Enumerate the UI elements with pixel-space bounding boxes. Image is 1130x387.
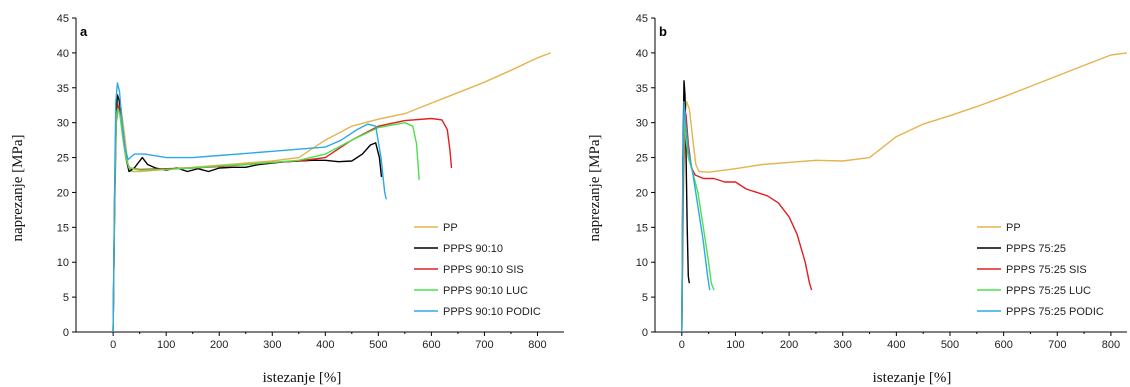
y-axis-title: naprezanje [MPa] [10, 134, 26, 241]
x-tick-label: 400 [316, 339, 334, 351]
x-tick-label: 200 [780, 339, 798, 351]
x-tick-label: 800 [528, 339, 546, 351]
legend-label: PPPS 90:10 PODIC [443, 306, 541, 318]
y-tick-label: 15 [57, 222, 69, 234]
chart-panel-a: 0 100 200 300 400 500 600 700 800 0 5 10 15 20 25 30 35 4… [10, 13, 564, 386]
legend-label: PPPS 75:25 PODIC [1006, 306, 1104, 318]
legend: PP PPPS 75:25 PPPS 75:25 SIS PPPS 75:25 LUC… [977, 222, 1104, 318]
x-tick-label: 600 [422, 339, 440, 351]
panel-label: a [80, 24, 88, 39]
panel-label: b [659, 24, 667, 39]
series-line-ppps-75-25-podic [681, 101, 711, 333]
y-tick-label: 30 [636, 118, 648, 130]
y-tick-label: 5 [63, 292, 69, 304]
x-tick-label: 700 [1048, 339, 1066, 351]
legend-label: PPPS 90:10 LUC [443, 285, 528, 297]
y-tick-label: 10 [636, 257, 648, 269]
y-tick-label: 0 [63, 327, 69, 339]
legend-label: PPPS 75:25 [1006, 243, 1066, 255]
x-tick-label: 100 [726, 339, 744, 351]
x-tick-label: 100 [157, 339, 175, 351]
x-tick-label: 400 [887, 339, 905, 351]
x-tick-label: 700 [475, 339, 493, 351]
y-tick-label: 45 [57, 13, 69, 25]
y-tick-label: 20 [636, 187, 648, 199]
legend-label: PPPS 75:25 LUC [1006, 285, 1091, 297]
y-tick-label: 35 [636, 83, 648, 95]
x-tick-label: 600 [994, 339, 1012, 351]
legend-label: PP [1006, 222, 1021, 234]
y-tick-label: 40 [57, 48, 69, 60]
legend-label: PPPS 90:10 SIS [443, 264, 524, 276]
x-tick-label: 0 [110, 339, 116, 351]
x-tick-label: 0 [679, 339, 685, 351]
x-axis-title: istezanje [%] [263, 370, 342, 386]
series-line-ppps-90-10-luc [112, 108, 420, 333]
legend-label: PPPS 90:10 [443, 243, 503, 255]
x-tick-label: 300 [263, 339, 281, 351]
y-tick-label: 20 [57, 187, 69, 199]
series-line-ppps-90-10 [112, 94, 383, 333]
y-tick-label: 10 [57, 257, 69, 269]
series-line-pp [681, 52, 1128, 333]
chart-panel-b: 0 100 200 300 400 500 600 700 800 0 5 10 15 20 25 30 35 4… [587, 13, 1128, 386]
legend: PP PPPS 90:10 PPPS 90:10 SIS PPPS 90:10 LUC… [414, 222, 541, 318]
x-tick-label: 800 [1102, 339, 1120, 351]
y-tick-label: 0 [642, 327, 648, 339]
legend-label: PPPS 75:25 SIS [1006, 264, 1087, 276]
x-tick-label: 500 [369, 339, 387, 351]
series-line-ppps-90-10-podic [112, 82, 387, 333]
y-tick-label: 25 [57, 153, 69, 165]
y-tick-label: 30 [57, 118, 69, 130]
x-tick-label: 200 [210, 339, 228, 351]
y-tick-label: 15 [636, 222, 648, 234]
x-tick-label: 300 [834, 339, 852, 351]
y-tick-label: 25 [636, 153, 648, 165]
y-axis-title: naprezanje [MPa] [587, 134, 603, 241]
series-line-ppps-90-10-sis [112, 104, 453, 333]
x-axis-title: istezanje [%] [873, 370, 952, 386]
y-tick-label: 45 [636, 13, 648, 25]
legend-label: PP [443, 222, 458, 234]
x-tick-label: 500 [941, 339, 959, 351]
y-tick-label: 5 [642, 292, 648, 304]
series-line-ppps-75-25-sis [681, 108, 813, 333]
y-tick-label: 35 [57, 83, 69, 95]
y-tick-label: 40 [636, 48, 648, 60]
